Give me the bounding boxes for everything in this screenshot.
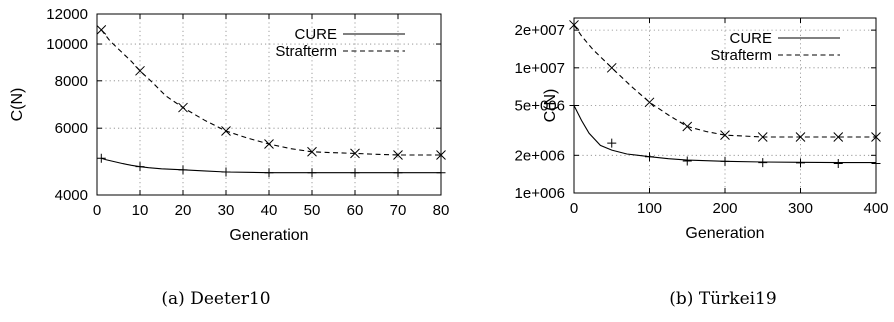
x-tick-label: 100	[637, 200, 662, 217]
data-point-plus	[569, 101, 579, 110]
data-point-cross	[307, 146, 317, 157]
data-point-cross	[871, 132, 881, 142]
data-point-cross	[178, 102, 188, 113]
series-line-strafterm	[100, 29, 441, 156]
data-point-plus	[96, 153, 106, 163]
x-tick-label: 60	[347, 202, 364, 219]
series-line-cure	[573, 105, 876, 164]
data-point-plus	[682, 156, 692, 166]
data-point-plus	[178, 165, 188, 175]
y-tick-label: 1e+006	[515, 185, 565, 202]
y-tick-label: 5e+006	[515, 98, 565, 115]
data-point-cross	[644, 97, 655, 108]
data-point-cross	[221, 126, 231, 136]
data-point-plus	[221, 167, 231, 177]
data-point-cross	[757, 132, 768, 142]
chart-tuerkei19: 0 100 200 300 400 1e+006 2e+006 5e+006 1e+007 2e+…	[515, 17, 889, 242]
data-point-cross	[795, 132, 806, 142]
y-tick-label: 4000	[55, 187, 88, 204]
data-point-cross	[135, 65, 145, 76]
data-point-plus	[264, 168, 274, 178]
x-axis-label: Generation	[685, 225, 764, 242]
data-point-plus	[607, 138, 617, 148]
data-point-cross	[833, 132, 844, 142]
y-tick-label: 1e+007	[515, 60, 565, 77]
y-axis-label: C(N)	[9, 88, 26, 122]
y-tick-label: 8000	[55, 73, 88, 90]
y-tick-label: 2e+007	[515, 22, 565, 39]
data-point-cross	[720, 130, 730, 140]
data-point-cross	[436, 150, 446, 160]
y-axis-label: C(N)	[542, 89, 559, 123]
data-point-plus	[135, 162, 145, 172]
data-point-plus	[796, 158, 805, 168]
y-tick-label: 10000	[46, 36, 88, 53]
x-tick-label: 10	[132, 202, 149, 219]
x-tick-label: 30	[218, 202, 235, 219]
x-tick-label: 0	[570, 200, 578, 217]
legend-label-cure: CURE	[294, 26, 337, 43]
data-point-plus	[307, 168, 317, 178]
x-axis-label: Generation	[229, 227, 308, 244]
x-tick-label: 80	[433, 202, 450, 219]
data-point-plus	[393, 168, 403, 178]
data-point-plus	[720, 156, 730, 166]
data-point-plus	[871, 159, 881, 169]
x-tick-label: 400	[863, 200, 888, 217]
y-tick-label: 2e+006	[515, 147, 565, 164]
data-point-cross	[393, 150, 403, 160]
x-tick-label: 50	[304, 202, 321, 219]
legend-label-strafterm: Strafterm	[275, 43, 337, 60]
data-point-plus	[350, 168, 360, 178]
data-point-cross	[569, 20, 579, 30]
data-point-cross	[96, 24, 107, 35]
series-line-cure	[101, 157, 441, 174]
x-tick-label: 20	[175, 202, 192, 219]
data-point-plus	[436, 168, 446, 178]
caption-a: (a) Deeter10	[161, 289, 270, 309]
x-tick-label: 0	[93, 202, 101, 219]
legend-label-cure: CURE	[729, 30, 772, 47]
data-point-cross	[606, 62, 617, 73]
data-point-plus	[758, 158, 768, 168]
chart-deeter10: 0 10 20 30 40 50 60 70 80 4000 6000 8000 10000 12000 G…	[9, 6, 449, 244]
legend-label-strafterm: Strafterm	[710, 47, 772, 64]
data-point-cross	[350, 148, 360, 159]
y-tick-label: 6000	[55, 120, 88, 137]
data-point-plus	[645, 152, 654, 162]
y-tick-label: 12000	[46, 6, 88, 23]
x-tick-label: 200	[712, 200, 737, 217]
x-tick-label: 70	[390, 202, 407, 219]
data-point-cross	[264, 139, 274, 149]
x-tick-label: 300	[788, 200, 813, 217]
x-tick-label: 40	[261, 202, 278, 219]
data-point-plus	[833, 159, 843, 169]
series-line-strafterm	[573, 24, 876, 138]
data-point-cross	[682, 121, 693, 132]
caption-b: (b) Türkei19	[669, 289, 776, 309]
